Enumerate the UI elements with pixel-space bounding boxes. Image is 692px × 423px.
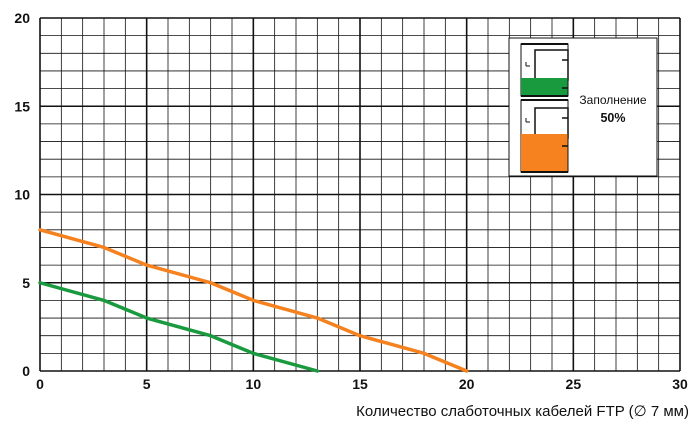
- x-tick-label: 10: [246, 376, 262, 392]
- series-line-2: [38, 228, 469, 373]
- fill-legend: Заполнение 50%: [508, 37, 658, 177]
- y-tick-label: 20: [14, 10, 30, 26]
- y-tick-label: 5: [22, 275, 30, 291]
- series-line-1: [38, 281, 320, 373]
- y-tick-label: 0: [22, 363, 30, 379]
- x-tick-label: 5: [143, 376, 151, 392]
- fill-value: 50%: [600, 111, 625, 125]
- green-conduit-icon: [520, 43, 569, 97]
- tick-labels: 0 5 10 15 20 25 30 0 5 10 15 20: [14, 10, 688, 392]
- y-tick-label: 10: [14, 187, 30, 203]
- orange-conduit-icon: [520, 99, 569, 173]
- x-tick-label: 20: [459, 376, 475, 392]
- y-tick-label: 15: [14, 98, 30, 114]
- x-tick-label: 30: [672, 376, 688, 392]
- series-layer: [38, 228, 469, 373]
- x-tick-label: 15: [352, 376, 368, 392]
- x-axis-title: Количество слаботочных кабелей FTP (∅ 7 …: [356, 403, 689, 420]
- x-tick-label: 25: [566, 376, 582, 392]
- x-tick-label: 0: [36, 376, 44, 392]
- fill-label: Заполнение: [579, 93, 646, 107]
